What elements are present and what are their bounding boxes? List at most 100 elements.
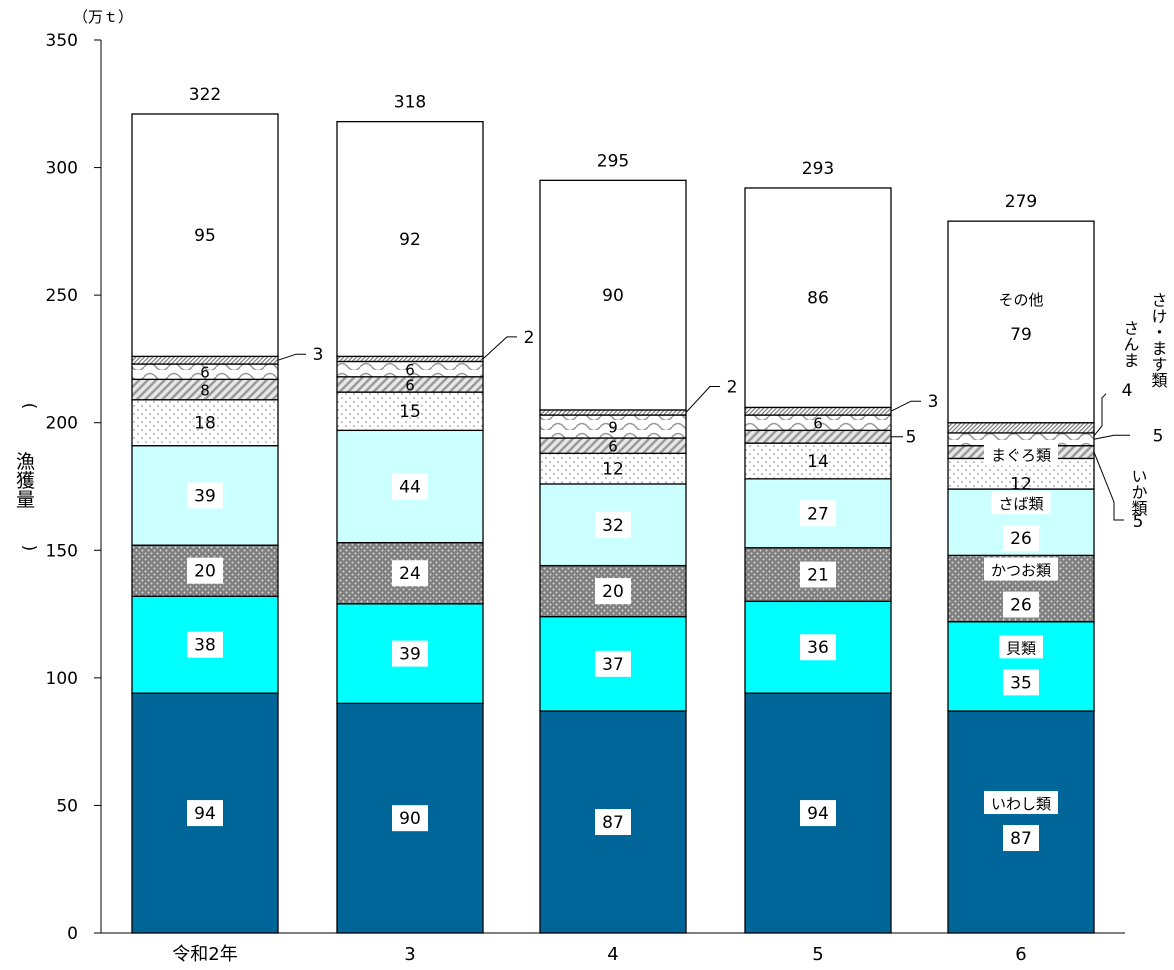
value-label-box — [392, 560, 428, 587]
value-label: 6 — [405, 376, 415, 394]
value-label: 94 — [194, 804, 216, 824]
value-label-box — [595, 650, 631, 677]
series-name-box — [999, 635, 1043, 659]
total-label: 295 — [597, 151, 629, 171]
value-label: 20 — [194, 562, 216, 582]
value-label-box — [800, 634, 836, 661]
series-name-label: 貝類 — [1006, 639, 1036, 657]
value-label: 26 — [1010, 596, 1032, 616]
value-label-box — [187, 631, 223, 658]
series-name-label: いわし類 — [991, 795, 1051, 813]
y-axis-title-paren-close: ) — [19, 545, 39, 552]
series-name-box — [991, 491, 1051, 515]
series-name-label: その他 — [998, 291, 1043, 309]
bar-segment-7 — [539, 409, 687, 416]
y-tick-label: 100 — [46, 669, 78, 689]
value-label-box — [1003, 591, 1039, 618]
total-label: 293 — [802, 159, 834, 179]
axes: 0 50 100 150 200 250 300 350 （万ｔ） 漁獲量 () 令和2年 3 4 5 6 — [13, 8, 1125, 965]
bar-segment-4 — [131, 399, 279, 447]
value-label: 15 — [399, 402, 421, 422]
series-name-label: さば類 — [998, 495, 1043, 513]
series-name-label: いか類 — [1129, 468, 1148, 516]
value-label: 8 — [200, 382, 210, 400]
value-label: 79 — [1010, 325, 1032, 345]
value-label: 92 — [399, 230, 421, 250]
value-label: 37 — [602, 655, 624, 675]
value-label-box — [595, 809, 631, 836]
bar-segment-8 — [336, 120, 484, 358]
callout-label: 5 — [1153, 426, 1164, 446]
y-tick-label: 250 — [46, 286, 78, 306]
value-label: 27 — [807, 504, 829, 524]
callout-line — [1093, 393, 1107, 437]
y-tick-label: 0 — [67, 924, 78, 944]
callout-label: 4 — [1122, 381, 1133, 401]
value-label-box — [1003, 525, 1039, 552]
y-tick-label: 50 — [56, 796, 78, 816]
callout-line — [277, 353, 306, 361]
callout-label: 2 — [727, 378, 738, 398]
callout-label: 3 — [313, 345, 324, 365]
series-name-box — [991, 286, 1051, 310]
y-axis-title: 漁獲量 — [13, 451, 35, 508]
value-label: 86 — [807, 289, 829, 309]
value-label: 32 — [602, 516, 624, 536]
x-tick-label: 4 — [607, 944, 618, 965]
bar-segment-8 — [131, 113, 279, 358]
labels: 9438203918869532290392444156692318873720… — [187, 85, 1168, 852]
value-label: 18 — [194, 414, 216, 434]
series-name-label: さんま — [1121, 320, 1140, 368]
x-tick-label: 5 — [812, 944, 823, 965]
callout-line — [685, 386, 720, 413]
value-label: 36 — [807, 638, 829, 658]
x-tick-label: 令和2年 — [172, 944, 237, 965]
bar-segment-4 — [336, 391, 484, 432]
series-name-label: さけ・ます類 — [1149, 292, 1168, 388]
callout-line — [482, 336, 517, 360]
value-label: 38 — [194, 636, 216, 656]
y-tick-label: 350 — [46, 31, 78, 51]
value-label: 35 — [1010, 673, 1032, 693]
value-label-box — [595, 511, 631, 538]
value-label: 20 — [602, 582, 624, 602]
bar-segment-8 — [947, 220, 1095, 424]
callout-line — [890, 400, 921, 412]
value-label: 26 — [1010, 529, 1032, 549]
value-label-box — [392, 640, 428, 667]
value-label: 9 — [608, 419, 618, 437]
callout-label: 2 — [524, 328, 535, 348]
value-label: 87 — [1010, 829, 1032, 849]
value-label: 87 — [602, 813, 624, 833]
value-label-box — [392, 473, 428, 500]
total-label: 318 — [394, 93, 426, 113]
callout-line — [1093, 451, 1124, 521]
bar-segment-8 — [744, 187, 892, 409]
callout-line — [1093, 434, 1130, 440]
bar-segment-8 — [539, 179, 687, 411]
value-label-box — [800, 561, 836, 588]
callout-label: 5 — [1133, 512, 1144, 532]
value-label: 12 — [1010, 475, 1032, 495]
value-label: 95 — [194, 226, 216, 246]
total-label: 322 — [189, 85, 221, 105]
bar-segment-4 — [539, 452, 687, 485]
value-label-box — [187, 482, 223, 509]
bar-segment-0 — [947, 710, 1095, 934]
bar-segment-4 — [744, 442, 892, 480]
y-axis-title-paren-open: ( — [19, 403, 39, 410]
x-tick-label: 6 — [1015, 944, 1026, 965]
value-label: 90 — [399, 809, 421, 829]
y-tick-label: 300 — [46, 159, 78, 179]
value-label: 6 — [200, 364, 210, 382]
value-label-box — [800, 800, 836, 827]
y-tick-label: 200 — [46, 414, 78, 434]
series-name-label: かつお類 — [991, 562, 1051, 580]
series-name-box — [984, 791, 1058, 815]
bar-segment-7 — [947, 422, 1095, 434]
value-label: 21 — [807, 566, 829, 586]
value-label: 12 — [602, 460, 624, 480]
value-label: 44 — [399, 478, 421, 498]
value-label-box — [187, 800, 223, 827]
